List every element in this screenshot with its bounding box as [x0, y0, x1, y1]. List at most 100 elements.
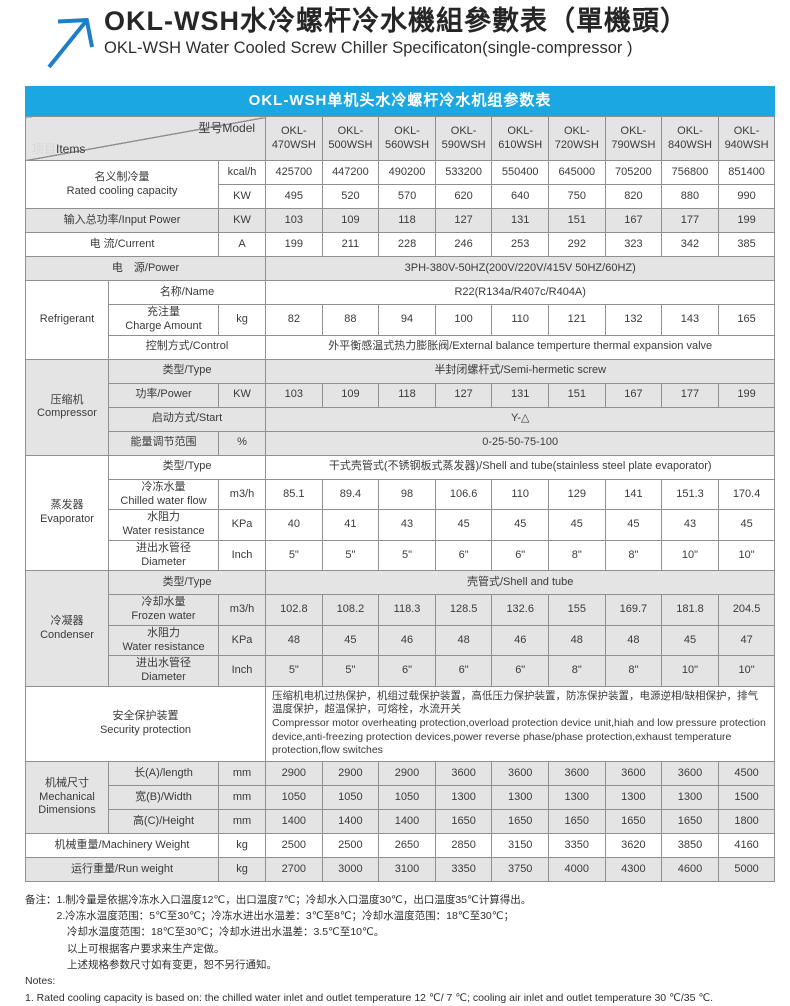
unit-cell: KW	[217, 208, 267, 234]
value-cell: 2900	[321, 760, 380, 786]
value-cell: 533200	[434, 160, 493, 186]
table-row: 进出水管径 Diameter Inch 5" 5" 6" 6" 6" 8" 8" 10" 10"	[26, 655, 776, 687]
value-cell: 155	[548, 594, 606, 626]
table-row: 蒸发器 Evaporator 类型/Type 干式壳管式(不锈钢板式蒸发器)/She…	[25, 454, 776, 572]
note-line: 1. Rated cooling capacity is based on: t…	[25, 991, 714, 1004]
corner-items-zh: 项目	[32, 142, 57, 157]
row-label-height: 高(C)/Height	[108, 808, 219, 834]
span-value: Y-△	[265, 406, 776, 432]
value-cell: 447200	[321, 160, 380, 186]
value-cell: 199	[265, 232, 323, 258]
value-cell: 1300	[548, 784, 606, 810]
row-label-chilled-flow: 冷冻水量 Chilled water flow	[108, 478, 219, 511]
value-cell: 10"	[717, 539, 776, 572]
value-cell: 6"	[491, 655, 549, 687]
group-label-evaporator: 蒸发器 Evaporator	[25, 454, 109, 572]
value-cell: 1650	[661, 808, 719, 834]
value-cell: 118	[378, 382, 436, 408]
value-cell: 1300	[434, 784, 493, 810]
value-cell: 3600	[491, 760, 549, 786]
value-cell: 45	[321, 624, 380, 657]
row-label-current: 电 流/Current	[25, 232, 219, 258]
value-cell: 94	[378, 304, 436, 336]
value-cell: 118	[378, 208, 436, 234]
table-row: 冷冻水量 Chilled water flow m3/h 85.1 89.4 98 106…	[26, 478, 776, 511]
value-cell: 253	[491, 232, 549, 258]
value-cell: 43	[661, 509, 719, 541]
value-cell: 3150	[491, 832, 549, 858]
note-line: 备注：1.制冷量是依据冷冻水入口温度12℃，出口温度7℃；冷却水入口温度30℃，…	[25, 893, 532, 906]
note-line: 以上可根据客户要求来生产定做。	[25, 942, 225, 955]
row-label-diameter: 进出水管径 Diameter	[108, 655, 219, 687]
corner-items-label: 项目Items	[32, 142, 85, 157]
unit-cell: A	[217, 232, 267, 258]
value-cell: 5000	[717, 856, 776, 882]
value-cell: 46	[491, 624, 549, 657]
value-cell: 89.4	[321, 478, 380, 511]
value-cell: 1050	[378, 784, 436, 810]
value-cell: 6"	[434, 655, 493, 687]
value-cell: 10"	[661, 539, 719, 572]
value-cell: 109	[321, 208, 380, 234]
value-cell: 3750	[491, 856, 549, 882]
value-cell: 45	[604, 509, 663, 541]
row-label-water-resistance: 水阻力 Water resistance	[108, 624, 219, 657]
table-row: 宽(B)/Width mm 1050 1050 1050 1300 1300 1300 1300…	[26, 784, 776, 810]
table-row: 机械重量/Machinery Weight kg 2500 2500 2650 2850 3…	[25, 832, 776, 858]
value-cell: 425700	[265, 160, 323, 186]
value-cell: 3100	[378, 856, 436, 882]
value-cell: 141	[604, 478, 663, 511]
row-label-machinery-weight: 机械重量/Machinery Weight	[25, 832, 219, 858]
value-cell: 167	[604, 208, 663, 234]
model-header-cell: OKL- 610WSH	[491, 115, 549, 162]
value-cell: 151	[548, 382, 606, 408]
value-cell: 3350	[434, 856, 493, 882]
table-row: KW 495 520 570 620 640 750 820 880 990	[26, 184, 776, 210]
value-cell: 640	[491, 184, 549, 210]
value-cell: 4160	[717, 832, 776, 858]
value-cell: 85.1	[265, 478, 323, 511]
value-cell: 181.8	[661, 594, 719, 626]
model-header-cell: OKL- 590WSH	[434, 115, 493, 162]
group-label-condenser: 冷凝器 Condenser	[25, 570, 109, 687]
span-value: 0-25-50-75-100	[265, 430, 776, 456]
model-header-cell: OKL- 840WSH	[661, 115, 719, 162]
value-cell: 121	[548, 304, 606, 336]
value-cell: 102.8	[265, 594, 323, 626]
value-cell: 98	[378, 478, 436, 511]
value-cell: 169.7	[604, 594, 663, 626]
value-cell: 1400	[265, 808, 323, 834]
row-label-type: 类型/Type	[107, 358, 267, 384]
value-cell: 177	[661, 382, 719, 408]
value-cell: 2500	[265, 832, 323, 858]
row-label-type: 类型/Type	[107, 454, 267, 480]
unit-cell: KW	[217, 382, 267, 408]
value-cell: 3600	[434, 760, 493, 786]
unit-cell: m3/h	[217, 594, 267, 626]
unit-cell: mm	[217, 808, 267, 834]
table-row: 输入总功率/Input Power KW 103 109 118 127 131 151 167…	[25, 208, 776, 234]
value-cell: 40	[265, 509, 323, 541]
row-label-comp-power: 功率/Power	[108, 382, 219, 408]
value-cell: 490200	[378, 160, 436, 186]
note-line: Notes:	[25, 975, 56, 988]
model-header-cell: OKL- 720WSH	[548, 115, 606, 162]
table-header-row: 项目Items 型号Model OKL- 470WSH OKL- 500WSH OK…	[24, 115, 776, 162]
value-cell: 8"	[548, 655, 606, 687]
value-cell: 851400	[717, 160, 776, 186]
value-cell: 151.3	[661, 478, 719, 511]
value-cell: 6"	[491, 539, 549, 572]
value-cell: 1800	[717, 808, 776, 834]
value-cell: 48	[434, 624, 493, 657]
value-cell: 5"	[321, 655, 380, 687]
value-cell: 750	[548, 184, 606, 210]
value-cell: 756800	[661, 160, 719, 186]
value-cell: 2650	[378, 832, 436, 858]
table-row: 水阻力 Water resistance KPa 48 45 46 48 46 48 48 45 4…	[26, 624, 776, 657]
model-header-cell: OKL- 940WSH	[717, 115, 776, 162]
unit-cell: kg	[217, 832, 267, 858]
value-cell: 5"	[265, 539, 323, 572]
value-cell: 228	[378, 232, 436, 258]
value-cell: 1400	[378, 808, 436, 834]
table-row: 安全保护装置 Security protection 压缩机电机过热保护，机组过载…	[24, 685, 776, 762]
